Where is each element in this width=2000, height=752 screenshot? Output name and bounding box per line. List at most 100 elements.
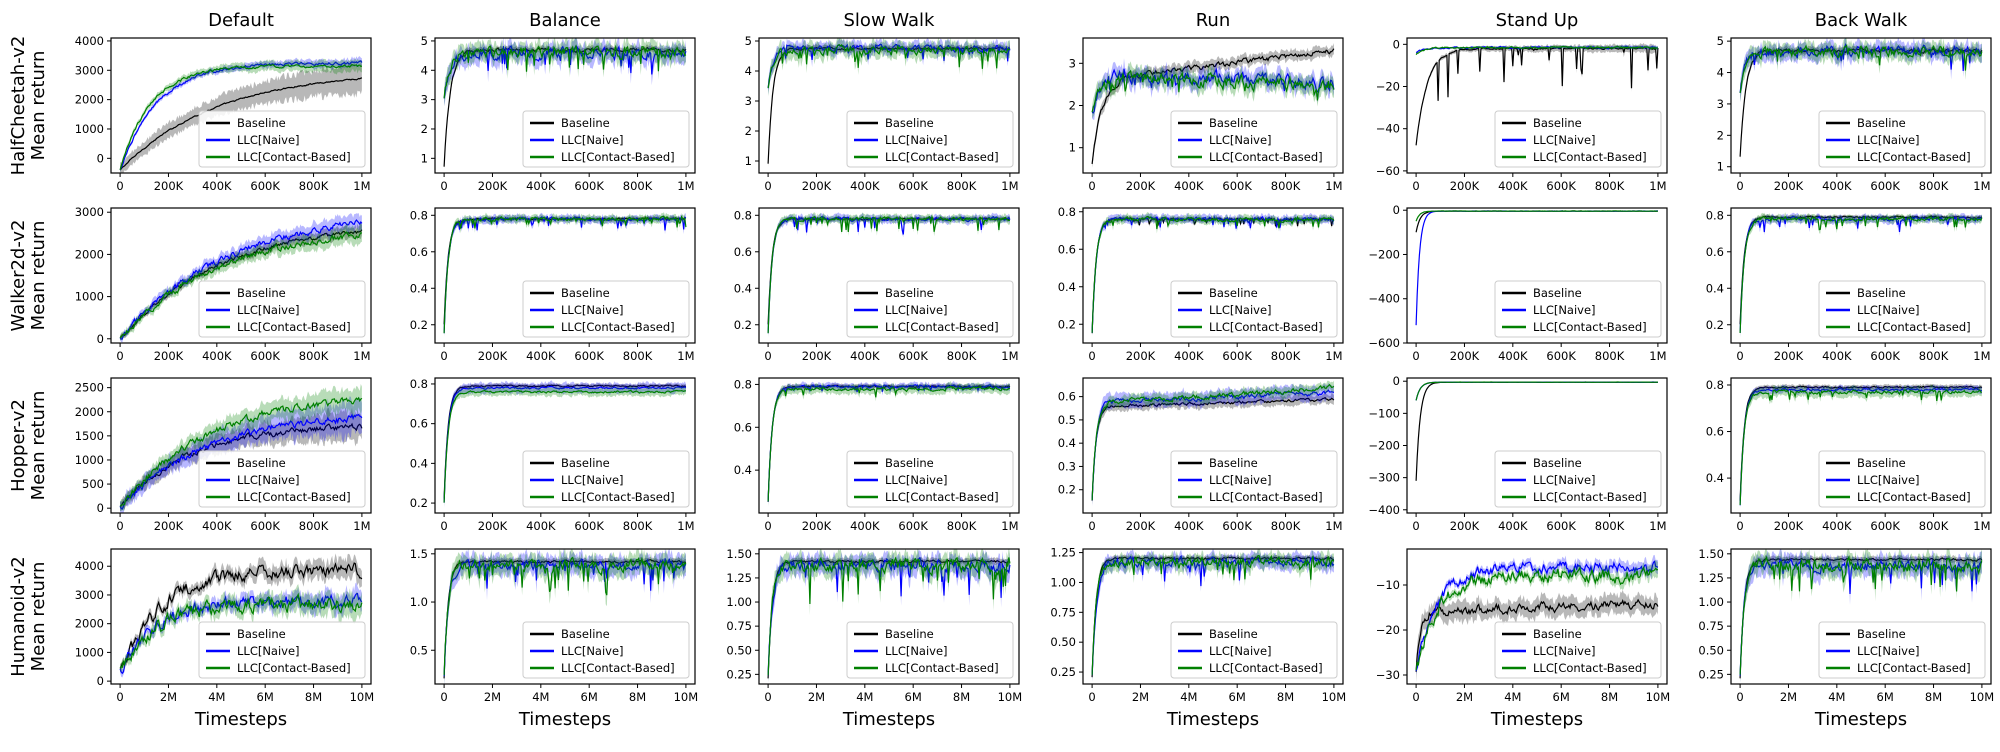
x-tick-label: 200K (802, 519, 832, 533)
subplot-r2-c2: 0.4 0.6 0.8 0 200K 400K 600K 800K 1M Baseline LLC[… (734, 377, 1020, 533)
subplot-r2-c0: 0 500 1000 1500 2000 2500 0 200K 400K 600K 800K 1M B… (75, 377, 372, 533)
band-2 (444, 38, 686, 107)
y-tick-label: 2000 (75, 405, 104, 419)
legend-entry: LLC[Naive] (1857, 303, 1920, 317)
y-tick-label: 3 (745, 94, 752, 108)
x-tick-label: 1M (1001, 519, 1018, 533)
legend: Baseline LLC[Naive] LLC[Contact-Based] (1494, 621, 1662, 679)
subplot-r0-c0: 0 1000 2000 3000 4000 0 200K 400K 600K 800K 1M Base… (75, 34, 372, 193)
y-tick-label: 0.6 (1706, 245, 1724, 259)
x-tick-label: 4M (1180, 690, 1197, 704)
y-tick-label: 0 (1393, 37, 1400, 51)
legend-box (846, 280, 1014, 338)
x-tick-label: 800K (623, 179, 653, 193)
x-tick-label: 0 (1736, 690, 1743, 704)
legend: Baseline LLC[Naive] LLC[Contact-Based] (1818, 621, 1986, 679)
legend-entry: LLC[Naive] (885, 303, 948, 317)
y-tick-label: 3 (421, 93, 428, 107)
y-tick-label: 4 (745, 64, 752, 78)
x-tick-label: 0 (1736, 349, 1743, 363)
x-tick-label: 0 (116, 349, 123, 363)
legend-entry: LLC[Contact-Based] (1533, 150, 1647, 164)
y-tick-label: 2500 (75, 381, 104, 395)
y-tick-label: 3000 (75, 205, 104, 219)
x-axis-label: Timesteps (1166, 709, 1259, 730)
x-tick-label: 200K (154, 349, 184, 363)
x-tick-label: 2M (1780, 690, 1797, 704)
y-tick-label: 0.8 (1706, 208, 1724, 222)
y-tick-label: 0.25 (1698, 667, 1724, 681)
x-tick-label: 6M (1877, 690, 1894, 704)
legend-box (198, 110, 366, 168)
series-line-0 (443, 384, 687, 499)
y-tick-label: 0.4 (1706, 471, 1724, 485)
y-tick-label: 4 (421, 63, 428, 77)
y-tick-label: −300 (1368, 471, 1400, 485)
x-tick-label: 0 (764, 519, 771, 533)
x-tick-label: 0 (440, 519, 447, 533)
legend-box (198, 450, 366, 508)
band-2 (120, 222, 362, 341)
legend: Baseline LLC[Naive] LLC[Contact-Based] (522, 280, 690, 338)
series-line-2 (443, 556, 687, 676)
y-tick-label: 0.8 (410, 208, 428, 222)
x-tick-label: 600K (574, 179, 604, 193)
y-tick-label: 1500 (75, 429, 104, 443)
band-2 (444, 549, 686, 684)
plot-area (767, 38, 1011, 168)
y-tick-label: −200 (1368, 439, 1400, 453)
band-0 (120, 407, 362, 512)
y-tick-label: 2 (421, 122, 428, 136)
y-tick-label: 0.6 (410, 245, 428, 259)
x-tick-label: 600K (1870, 349, 1900, 363)
series-line-1 (1091, 67, 1335, 114)
series-line-2 (1091, 383, 1335, 501)
y-tick-label: 0.6 (734, 420, 752, 434)
subplot-r1-c3: 0.2 0.4 0.6 0.8 0 200K 400K 600K 800K 1M Baseline L… (1058, 205, 1344, 363)
series-line-2 (443, 389, 686, 503)
x-tick-label: 200K (1774, 519, 1804, 533)
x-tick-label: 400K (1822, 519, 1852, 533)
y-tick-label: 0.8 (410, 377, 428, 391)
x-tick-label: 6M (1553, 690, 1570, 704)
y-tick-label: −600 (1368, 336, 1400, 350)
subplot-r3-c2: 0.25 0.50 0.75 1.00 1.25 1.50 0 2M 4M 6M 8M 10M Time… (726, 547, 1022, 730)
y-tick-label: −400 (1368, 292, 1400, 306)
legend-entry: Baseline (1209, 116, 1258, 130)
legend-entry: Baseline (561, 456, 610, 470)
legend-entry: LLC[Contact-Based] (1857, 150, 1971, 164)
x-tick-label: 0 (440, 179, 447, 193)
x-tick-label: 200K (1126, 179, 1156, 193)
subplot-r1-c4: −600 −400 −200 0 0 200K 400K 600K 800K 1M Baseline… (1368, 203, 1668, 363)
legend-entry: LLC[Contact-Based] (237, 150, 351, 164)
x-tick-label: 600K (898, 519, 928, 533)
subplot-r0-c5: 1 2 3 4 5 0 200K 400K 600K 800K 1M Baseline LLC[Naiv… (1717, 34, 1992, 193)
y-tick-label: 4 (1717, 66, 1724, 80)
x-tick-label: 8M (1601, 690, 1618, 704)
y-tick-label: 0.4 (410, 281, 428, 295)
legend-entry: LLC[Contact-Based] (561, 150, 675, 164)
plot-area (1415, 381, 1658, 482)
series-line-2 (1091, 69, 1335, 113)
series-line-0 (119, 422, 363, 508)
y-tick-label: 3 (1069, 56, 1076, 70)
band-1 (444, 380, 686, 508)
axes-frame (1082, 548, 1344, 685)
axes-frame (110, 37, 372, 174)
x-tick-label: 400K (850, 519, 880, 533)
legend-entry: LLC[Naive] (1857, 644, 1920, 658)
legend-entry: LLC[Contact-Based] (1209, 320, 1323, 334)
y-tick-label: 1.00 (1698, 595, 1724, 609)
y-tick-label: 0.6 (1058, 390, 1076, 404)
y-tick-label: 1 (1069, 141, 1076, 155)
plot-area (443, 212, 687, 337)
column-title-3: Run (1196, 10, 1231, 31)
band-2 (1416, 210, 1658, 222)
series-line-1 (119, 219, 363, 340)
band-2 (768, 212, 1010, 338)
legend-entry: LLC[Contact-Based] (1209, 661, 1323, 675)
x-tick-label: 800K (947, 179, 977, 193)
x-tick-label: 10M (1322, 690, 1347, 704)
y-tick-label: 0 (1393, 203, 1400, 217)
series-line-1 (1415, 381, 1658, 401)
